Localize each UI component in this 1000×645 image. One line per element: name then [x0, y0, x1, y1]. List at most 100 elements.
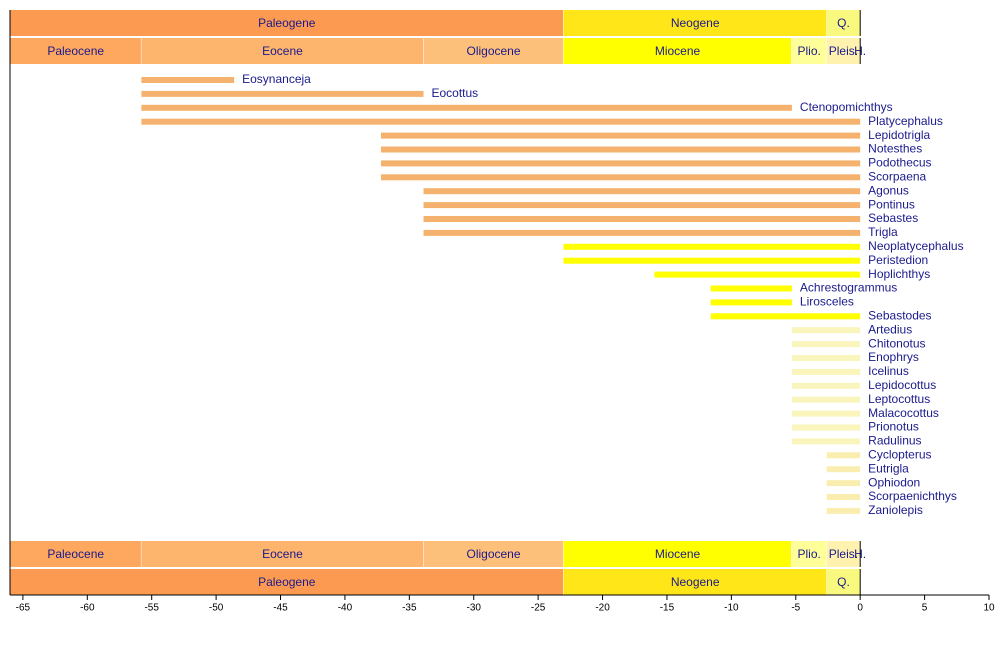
epochs-band	[141, 541, 424, 567]
taxon-range	[423, 188, 861, 195]
taxon-label: Lirosceles	[800, 295, 854, 309]
tick-label: -25	[531, 603, 546, 614]
tick-label: -50	[209, 603, 224, 614]
tick-label: -5	[791, 603, 800, 614]
taxon-label: Leptocottus	[868, 392, 930, 406]
epochs-band	[10, 541, 142, 567]
periods-label: Neogene	[671, 16, 720, 30]
taxon-label: Scorpaena	[868, 169, 926, 183]
tick-label: -55	[144, 603, 159, 614]
periods-label: Q.	[837, 575, 850, 589]
taxon-range	[710, 313, 861, 320]
taxon-label: Eutrigla	[868, 461, 909, 475]
taxon-label: Scorpaenichthys	[868, 489, 957, 503]
epochs-label: Oligocene	[466, 44, 520, 58]
epochs-label: Pleis.	[829, 44, 858, 58]
taxon-range	[791, 396, 861, 403]
taxon-label: Prionotus	[868, 420, 919, 434]
taxon-label: Sebastes	[868, 211, 918, 225]
taxon-label: Podothecus	[868, 156, 931, 170]
taxon-label: Chitonotus	[868, 336, 925, 350]
taxon-range	[791, 410, 861, 417]
tick-label: -40	[338, 603, 353, 614]
epochs-label: Paleocene	[47, 44, 104, 58]
taxon-range	[710, 285, 792, 292]
taxon-range	[791, 438, 861, 445]
epochs-band	[423, 38, 564, 64]
taxon-label: Sebastodes	[868, 308, 931, 322]
epochs-band	[563, 541, 792, 567]
periods-band	[826, 10, 861, 36]
tick-label: -20	[595, 603, 610, 614]
taxon-label: Artedius	[868, 322, 912, 336]
epochs-label: Pleis.	[829, 547, 858, 561]
taxon-range	[791, 382, 861, 389]
taxon-label: Pontinus	[868, 197, 915, 211]
tick-label: -30	[467, 603, 482, 614]
taxon-range	[423, 216, 861, 222]
taxon-range	[380, 174, 861, 181]
taxon-label: Peristedion	[868, 253, 928, 267]
taxon-range	[141, 90, 424, 97]
taxon-range	[826, 507, 861, 514]
epochs-label: Oligocene	[466, 547, 520, 561]
taxon-range	[826, 494, 861, 500]
epochs-band	[791, 38, 827, 64]
epochs-band	[10, 38, 142, 64]
taxon-label: Enophrys	[868, 350, 919, 364]
taxon-range	[380, 132, 861, 139]
periods-label: Neogene	[671, 575, 720, 589]
epochs-label: Miocene	[655, 44, 701, 58]
taxon-range	[141, 104, 792, 111]
taxon-range	[791, 424, 861, 431]
tick-label: -35	[402, 603, 417, 614]
taxon-range	[791, 368, 861, 375]
taxon-range	[791, 341, 861, 348]
epochs-band	[141, 38, 424, 64]
taxon-range	[791, 355, 861, 361]
taxon-label: Cyclopterus	[868, 447, 931, 461]
taxon-label: Icelinus	[868, 364, 909, 378]
periods-label: Paleogene	[258, 575, 316, 589]
taxon-label: Trigla	[868, 225, 898, 239]
taxon-label: Neoplatycephalus	[868, 239, 963, 253]
tick-label: 5	[922, 603, 928, 614]
taxon-range	[654, 271, 861, 278]
taxon-range	[826, 452, 861, 459]
taxon-range	[791, 327, 861, 334]
epochs-label: Miocene	[655, 547, 701, 561]
epochs-label: Eocene	[262, 547, 303, 561]
taxon-range	[423, 229, 861, 236]
taxon-label: Platycephalus	[868, 114, 943, 128]
epochs-band	[826, 541, 861, 567]
epochs-label: Paleocene	[47, 547, 104, 561]
epochs-band	[791, 541, 827, 567]
periods-band	[10, 569, 564, 595]
epochs-band	[423, 541, 564, 567]
tick-label: -15	[660, 603, 675, 614]
taxon-label: Achrestogrammus	[800, 281, 897, 295]
tick-label: 0	[857, 603, 863, 614]
taxon-range	[380, 160, 861, 167]
tick-label: 10	[983, 603, 995, 614]
epochs-band	[563, 38, 792, 64]
epochs-label: Plio.	[798, 547, 821, 561]
taxon-label: Ctenopomichthys	[800, 100, 893, 114]
taxon-label: Ophiodon	[868, 475, 920, 489]
taxon-label: Eocottus	[431, 86, 478, 100]
tick-label: -10	[724, 603, 739, 614]
taxon-label: Radulinus	[868, 434, 921, 448]
taxon-range	[563, 257, 861, 264]
epochs-label: Plio.	[798, 44, 821, 58]
taxon-label: Lepidotrigla	[868, 128, 930, 142]
tick-label: -60	[80, 603, 95, 614]
periods-band	[10, 10, 564, 36]
taxon-label: Eosynanceja	[242, 72, 311, 86]
epochs-label: Eocene	[262, 44, 303, 58]
periods-band	[563, 569, 827, 595]
periods-band	[826, 569, 861, 595]
taxon-label: Malacocottus	[868, 406, 939, 420]
periods-label: Paleogene	[258, 16, 316, 30]
taxon-range	[380, 146, 861, 153]
